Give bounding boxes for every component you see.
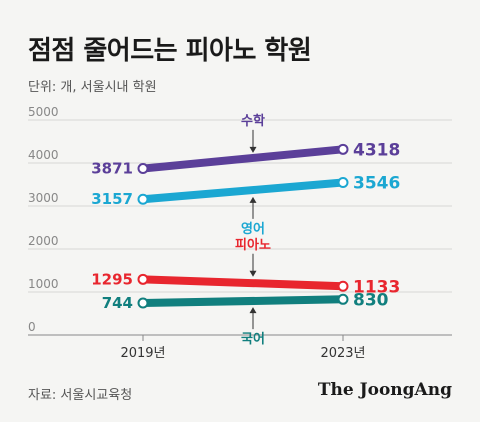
series-line (142, 295, 344, 308)
data-label: 1133 (353, 277, 400, 297)
series-line (142, 178, 344, 204)
series-line (142, 275, 344, 291)
data-label: 744 (102, 294, 133, 312)
y-tick-label: 5000 (28, 105, 59, 119)
pointer-arrow (249, 146, 257, 153)
x-tick-label: 2023년 (320, 346, 365, 361)
pointer-arrow (249, 196, 257, 203)
y-tick-label: 4000 (28, 148, 59, 162)
pointer-arrow (249, 270, 257, 277)
source-note: 자료: 서울시교육청 (28, 388, 133, 403)
series-line (142, 145, 344, 173)
data-point (137, 273, 149, 285)
series-label: 수학 (241, 113, 265, 129)
data-point (337, 143, 349, 155)
data-label: 3157 (91, 190, 133, 208)
data-point (337, 293, 349, 305)
y-tick-label: 0 (28, 320, 36, 334)
data-label: 830 (353, 290, 389, 310)
data-point (137, 193, 149, 205)
data-point (137, 297, 149, 309)
data-point (337, 280, 349, 292)
page-title: 점점 줄어드는 피아노 학원 (28, 36, 312, 66)
brand-logo: The JoongAng (317, 380, 452, 400)
x-tick-label: 2019년 (120, 346, 165, 361)
data-label: 4318 (353, 140, 400, 160)
data-label: 3546 (353, 174, 400, 194)
data-label: 1295 (91, 270, 133, 288)
pointer-arrow (249, 307, 257, 314)
unit-note: 단위: 개, 서울시내 학원 (28, 80, 157, 95)
series-label: 영어 (241, 221, 265, 237)
y-tick-label: 3000 (28, 191, 59, 205)
y-tick-label: 1000 (28, 277, 59, 291)
series-label: 국어 (241, 331, 265, 347)
data-point (337, 177, 349, 189)
y-tick-label: 2000 (28, 234, 59, 248)
data-label: 3871 (91, 160, 133, 178)
data-point (137, 163, 149, 175)
series-label: 피아노 (235, 237, 271, 253)
